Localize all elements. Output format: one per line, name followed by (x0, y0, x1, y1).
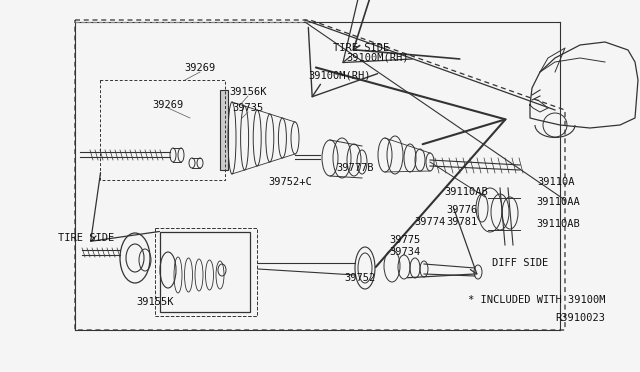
Text: 39110A: 39110A (537, 177, 575, 187)
Text: 39100M(RH): 39100M(RH) (308, 71, 371, 81)
Text: TIRE SIDE: TIRE SIDE (58, 233, 115, 243)
Text: 39156K: 39156K (229, 87, 267, 97)
Text: TIRE SIDE: TIRE SIDE (333, 43, 389, 53)
Bar (220, 90, 228, 170)
Text: 39777B: 39777B (336, 163, 374, 173)
Text: R3910023: R3910023 (555, 313, 605, 323)
Text: 39269: 39269 (152, 100, 184, 110)
Text: 39781: 39781 (446, 217, 477, 227)
Text: 39752+C: 39752+C (268, 177, 312, 187)
Text: * INCLUDED WITH 39100M: * INCLUDED WITH 39100M (468, 295, 605, 305)
Text: 39735: 39735 (232, 103, 264, 113)
Text: DIFF SIDE: DIFF SIDE (492, 258, 548, 268)
Text: 39100M(RH): 39100M(RH) (347, 53, 409, 63)
Bar (155, 228, 257, 316)
Text: 39110AB: 39110AB (444, 187, 488, 197)
Text: 39155K: 39155K (136, 297, 173, 307)
Text: 39110AB: 39110AB (536, 219, 580, 229)
Text: 39269: 39269 (184, 63, 216, 73)
Bar (160, 232, 250, 312)
Text: 39774: 39774 (414, 217, 445, 227)
Text: 39110AA: 39110AA (536, 197, 580, 207)
Text: 39775: 39775 (389, 235, 420, 245)
Text: 39734: 39734 (389, 247, 420, 257)
Text: 39752: 39752 (344, 273, 376, 283)
Text: 39776: 39776 (446, 205, 477, 215)
